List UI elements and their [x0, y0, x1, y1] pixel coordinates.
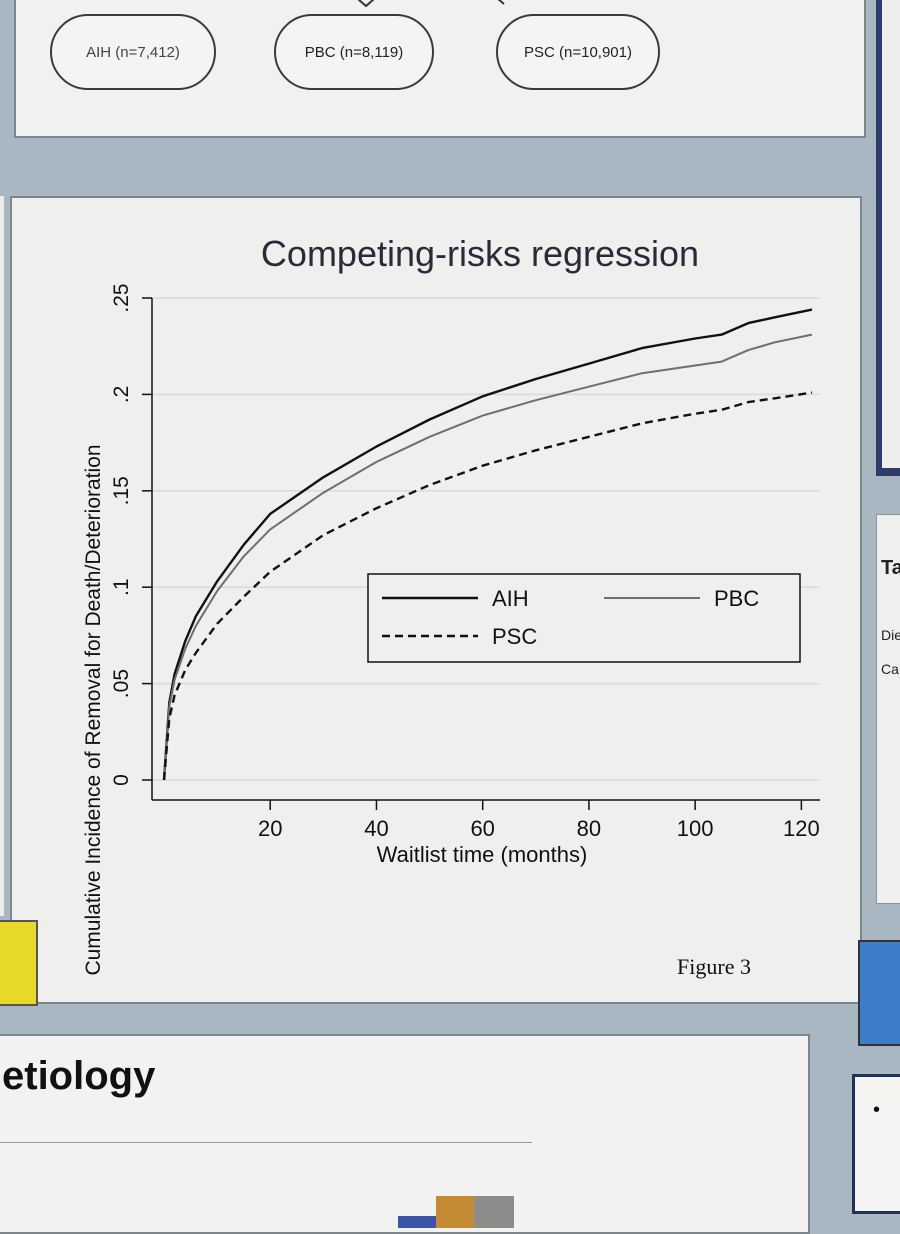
y-tick-label-0: 0 — [110, 774, 133, 786]
section-heading: etiology — [2, 1054, 156, 1098]
side-table-row: Die — [881, 627, 900, 643]
yellow-poster-box — [0, 920, 38, 1006]
competing-risks-chart: Competing-risks regression Cumulative In… — [82, 233, 820, 979]
series-line-aih — [162, 308, 813, 781]
legend-label-psc: PSC — [492, 624, 537, 649]
chart-title: Competing-risks regression — [261, 233, 699, 274]
y-tick-label-2: .1 — [110, 578, 133, 596]
chart-series — [162, 308, 813, 781]
series-line-pbc — [163, 333, 813, 781]
blue-poster-box — [858, 940, 900, 1046]
flowchart-arrow-icon — [497, 0, 505, 5]
bullet-panel: • — [852, 1074, 900, 1214]
chart-legend: AIH PBC PSC — [367, 573, 801, 663]
side-table: Ta Die Ca — [876, 514, 900, 904]
divider — [0, 1142, 532, 1143]
bar-segment — [474, 1196, 514, 1228]
chart-gridlines — [152, 297, 820, 781]
etiology-panel: etiology — [0, 1034, 810, 1234]
y-tick-label-3: .15 — [110, 476, 133, 505]
legend-label-aih: AIH — [492, 586, 529, 611]
chart-panel: Competing-risks regression Cumulative In… — [10, 196, 862, 1004]
flowchart-box-aih: AIH (n=7,412) — [50, 14, 216, 90]
figure-caption: Figure 3 — [677, 954, 751, 979]
y-tick-label-1: .05 — [110, 669, 133, 698]
flowchart-box-pbc: PBC (n=8,119) — [274, 14, 434, 90]
right-poster-panel — [882, 0, 900, 468]
y-tick-label-5: .25 — [110, 283, 133, 312]
x-tick-label-5: 120 — [783, 816, 820, 841]
chart-x-axis-label: Waitlist time (months) — [377, 842, 588, 867]
legend-label-pbc: PBC — [714, 586, 759, 611]
bullet-icon: • — [873, 1099, 881, 1121]
series-line-psc — [162, 391, 813, 781]
side-table-row: Ca — [881, 661, 899, 677]
left-poster-panel — [0, 196, 4, 916]
y-tick-label-4: .2 — [110, 386, 133, 404]
flowchart-box-psc: PSC (n=10,901) — [496, 14, 660, 90]
bar-segment — [398, 1216, 438, 1228]
legend-box — [367, 573, 801, 663]
chart-axes: 0 .05 .1 .15 .2 .25 20 40 60 80 100 120 — [110, 283, 820, 841]
bar-segment — [436, 1196, 476, 1228]
x-tick-label-4: 100 — [677, 816, 714, 841]
chart-y-axis-label: Cumulative Incidence of Removal for Deat… — [82, 444, 105, 975]
x-tick-label-2: 60 — [470, 816, 494, 841]
flowchart-panel: AIH (n=7,412) PBC (n=8,119) PSC (n=10,90… — [14, 0, 866, 138]
x-tick-label-1: 40 — [364, 816, 388, 841]
x-tick-label-0: 20 — [258, 816, 282, 841]
x-tick-label-3: 80 — [577, 816, 601, 841]
side-table-title: Ta — [881, 557, 900, 579]
flowchart-arrow-icon — [357, 0, 375, 8]
